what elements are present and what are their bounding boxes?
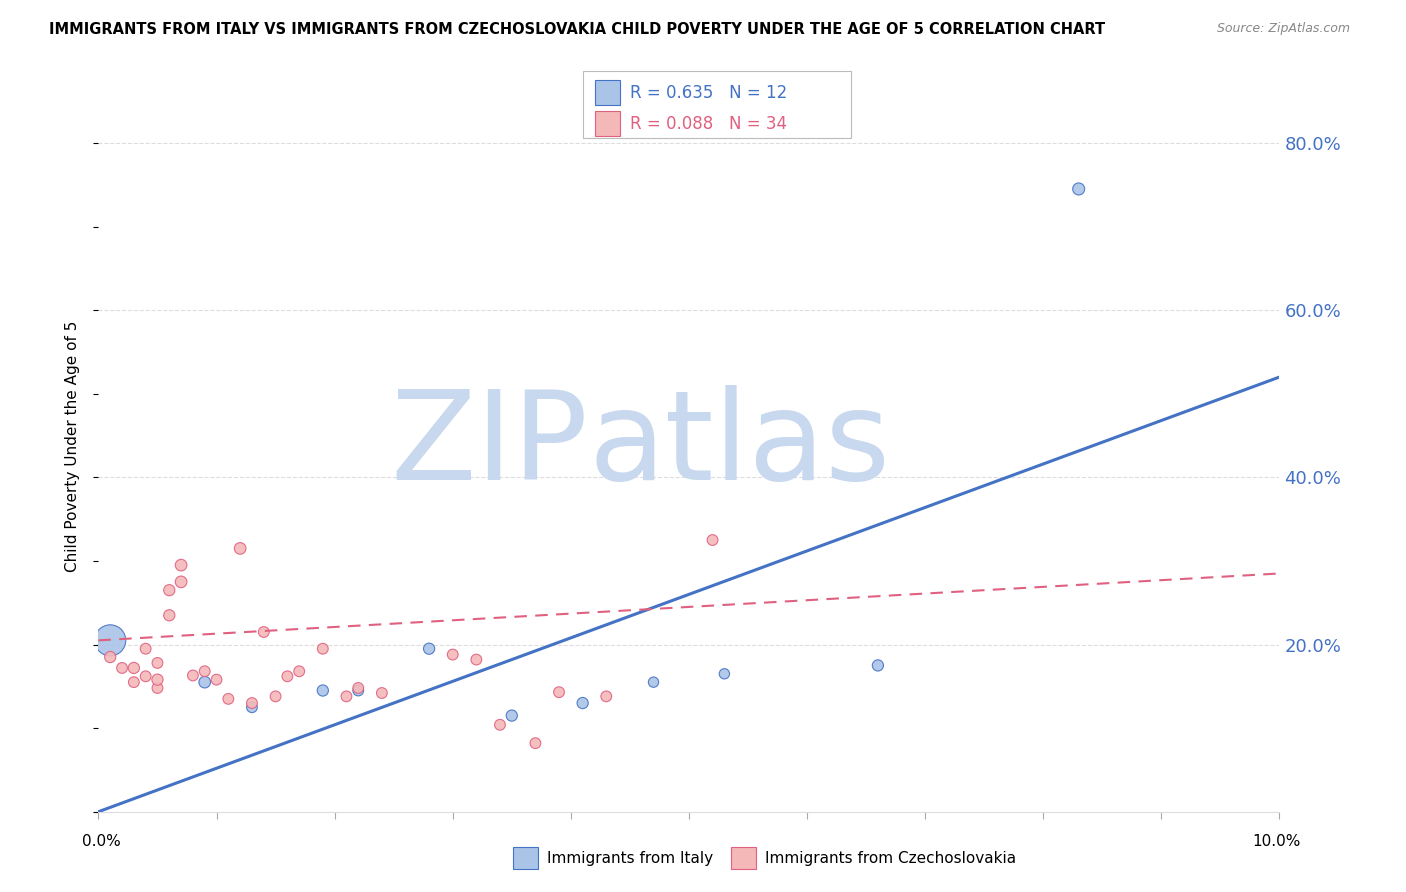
Text: Immigrants from Italy: Immigrants from Italy	[547, 851, 713, 865]
Point	[276, 669, 298, 683]
Point	[702, 533, 724, 547]
Point	[489, 718, 512, 732]
Point	[264, 690, 287, 704]
Point	[240, 696, 263, 710]
Point	[157, 583, 180, 598]
Point	[170, 574, 193, 589]
Point	[524, 736, 547, 750]
Point	[288, 665, 311, 679]
Text: R = 0.088   N = 34: R = 0.088 N = 34	[630, 114, 787, 133]
Point	[98, 633, 121, 648]
Point	[194, 665, 217, 679]
Text: IMMIGRANTS FROM ITALY VS IMMIGRANTS FROM CZECHOSLOVAKIA CHILD POVERTY UNDER THE : IMMIGRANTS FROM ITALY VS IMMIGRANTS FROM…	[49, 22, 1105, 37]
Point	[501, 708, 523, 723]
Text: Immigrants from Czechoslovakia: Immigrants from Czechoslovakia	[765, 851, 1017, 865]
Point	[98, 650, 121, 665]
Point	[217, 691, 239, 706]
Point	[111, 661, 134, 675]
Point	[157, 608, 180, 623]
Point	[335, 690, 357, 704]
Text: atlas: atlas	[589, 385, 890, 507]
Point	[146, 673, 169, 687]
Text: 10.0%: 10.0%	[1253, 834, 1301, 848]
Point	[181, 668, 204, 682]
Point	[866, 658, 889, 673]
Point	[347, 683, 370, 698]
Point	[713, 666, 735, 681]
Point	[253, 625, 276, 640]
Point	[465, 652, 488, 666]
Point	[229, 541, 252, 556]
Point	[643, 675, 665, 690]
Point	[1067, 182, 1090, 196]
Point	[205, 673, 228, 687]
Point	[135, 641, 157, 656]
Text: Source: ZipAtlas.com: Source: ZipAtlas.com	[1216, 22, 1350, 36]
Point	[441, 648, 464, 662]
Point	[194, 675, 217, 690]
Point	[122, 661, 145, 675]
Point	[347, 681, 370, 695]
Text: R = 0.635   N = 12: R = 0.635 N = 12	[630, 84, 787, 102]
Point	[571, 696, 593, 710]
Point	[122, 675, 145, 690]
Point	[595, 690, 617, 704]
Point	[548, 685, 571, 699]
Point	[170, 558, 193, 573]
Point	[146, 681, 169, 695]
Point	[240, 700, 263, 714]
Point	[135, 669, 157, 683]
Text: ZIP: ZIP	[391, 385, 589, 507]
Point	[312, 683, 335, 698]
Text: 0.0%: 0.0%	[82, 834, 121, 848]
Point	[312, 641, 335, 656]
Point	[371, 686, 394, 700]
Y-axis label: Child Poverty Under the Age of 5: Child Poverty Under the Age of 5	[65, 320, 80, 572]
Point	[146, 656, 169, 670]
Point	[418, 641, 440, 656]
